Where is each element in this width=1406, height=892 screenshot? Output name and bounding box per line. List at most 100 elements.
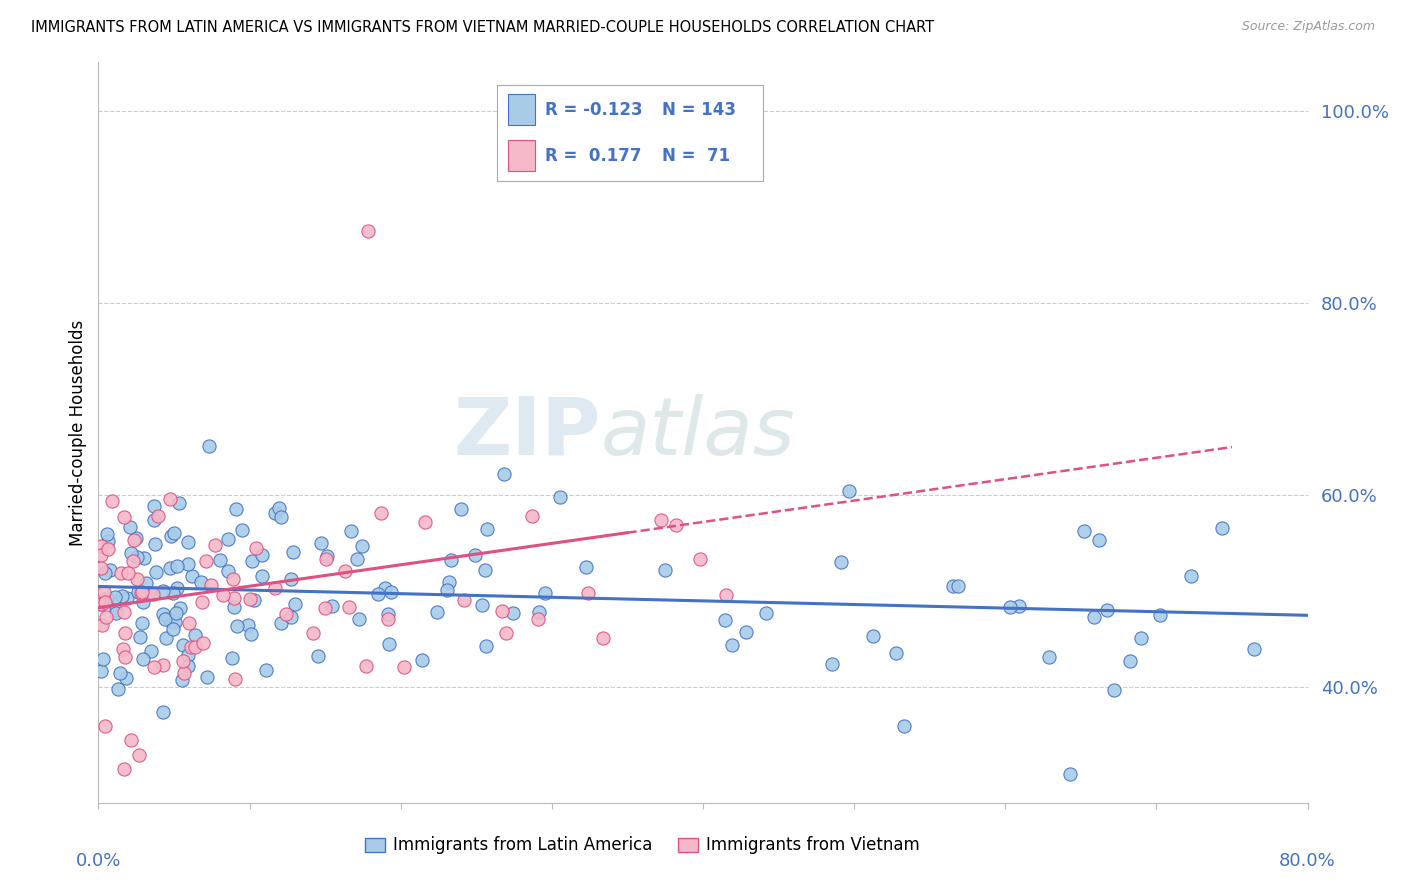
Point [127, 549, 149, 564]
Point [1102, 682, 1125, 697]
Point [734, 624, 756, 639]
Point [184, 640, 207, 655]
Point [474, 563, 496, 577]
Point [439, 575, 461, 590]
Point [378, 637, 401, 651]
Point [152, 584, 174, 599]
Point [190, 574, 212, 589]
Point [1243, 641, 1265, 656]
Point [142, 587, 165, 601]
Point [193, 636, 215, 650]
Point [143, 537, 166, 551]
Point [650, 513, 672, 527]
Point [145, 565, 167, 579]
Point [90, 560, 112, 574]
Y-axis label: Married-couple Households: Married-couple Households [69, 319, 87, 546]
Point [270, 510, 292, 524]
Point [314, 601, 336, 615]
Point [157, 611, 180, 625]
Point [132, 551, 155, 566]
Point [250, 548, 273, 562]
Point [240, 627, 263, 641]
Point [117, 591, 139, 605]
Point [107, 681, 129, 696]
Point [162, 622, 184, 636]
Point [112, 762, 135, 776]
Point [96, 527, 118, 541]
Point [162, 525, 184, 540]
Point [1130, 631, 1153, 645]
Point [127, 585, 149, 599]
Point [491, 604, 513, 618]
Point [159, 561, 181, 575]
Point [1180, 569, 1202, 583]
Point [96, 591, 118, 605]
Point [1095, 602, 1118, 616]
Point [190, 595, 212, 609]
Point [689, 551, 711, 566]
Point [522, 509, 544, 524]
Point [221, 651, 243, 665]
Point [270, 616, 292, 631]
Point [142, 499, 165, 513]
Point [665, 517, 688, 532]
Point [138, 586, 160, 600]
Point [131, 584, 153, 599]
Point [527, 606, 550, 620]
Point [115, 672, 138, 686]
Point [755, 606, 778, 620]
Point [110, 666, 132, 681]
Point [533, 585, 555, 599]
Point [221, 572, 243, 586]
Point [152, 705, 174, 719]
Point [830, 555, 852, 569]
Point [217, 564, 239, 578]
Point [112, 605, 135, 619]
Point [264, 506, 287, 520]
Point [339, 524, 361, 539]
Point [998, 599, 1021, 614]
Point [122, 533, 145, 548]
Point [592, 631, 614, 645]
Point [576, 586, 599, 600]
Point [335, 564, 357, 578]
Point [1211, 521, 1233, 535]
Point [97, 541, 120, 556]
Point [1083, 610, 1105, 624]
Point [104, 603, 127, 617]
Point [204, 538, 226, 552]
Point [1073, 524, 1095, 538]
Point [105, 607, 128, 621]
Point [101, 494, 124, 508]
Point [112, 510, 135, 524]
Text: Source: ZipAtlas.com: Source: ZipAtlas.com [1241, 20, 1375, 33]
Point [450, 502, 472, 516]
Point [267, 500, 290, 515]
Point [127, 572, 149, 586]
Point [139, 644, 162, 658]
Point [181, 569, 204, 583]
Point [93, 719, 115, 733]
Point [122, 553, 145, 567]
Point [94, 566, 117, 580]
Point [209, 553, 232, 567]
Point [284, 597, 307, 611]
Point [654, 564, 676, 578]
Point [146, 508, 169, 523]
Point [436, 582, 458, 597]
Point [120, 733, 142, 747]
Point [94, 595, 117, 609]
Point [128, 630, 150, 644]
Point [153, 612, 176, 626]
Point [90, 664, 112, 678]
Point [309, 536, 332, 550]
Point [200, 578, 222, 592]
Point [90, 540, 112, 554]
Point [495, 625, 517, 640]
Point [250, 569, 273, 583]
Point [128, 747, 150, 762]
Point [132, 652, 155, 666]
Point [177, 557, 200, 571]
Point [177, 616, 200, 631]
Point [160, 614, 183, 628]
